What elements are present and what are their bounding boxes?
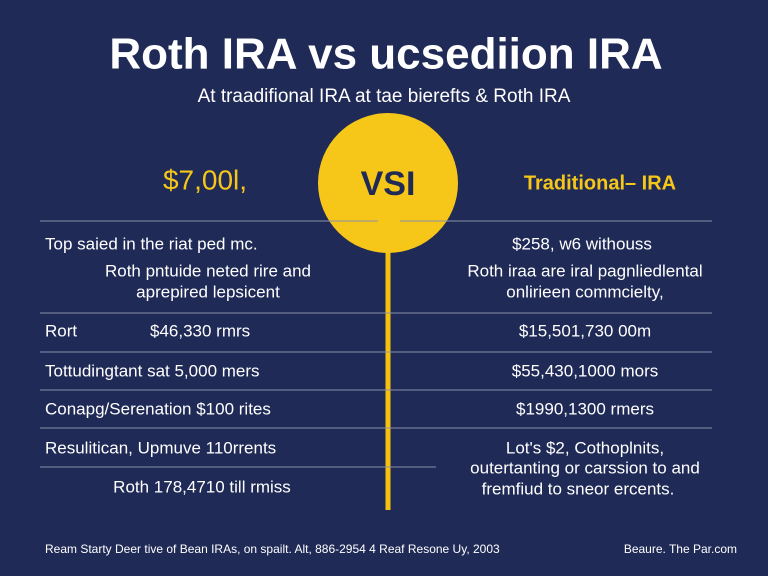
footer-credit: Beaure. The Par.com (624, 542, 737, 556)
subtitle: At traadifional IRA at tae bierefts & Ro… (198, 86, 571, 107)
row-text: aprepired lepsicent (136, 282, 280, 301)
row-text: Resulitican, Upmuve 110rrents (45, 438, 276, 457)
row-text: $1990,1300 rmers (516, 399, 654, 418)
footer-note: Ream Starty Deer tive of Bean IRAs, on s… (45, 542, 500, 556)
row-text: Rort (45, 321, 77, 340)
row-text: Top saied in the riat ped mc. (45, 234, 258, 253)
right-heading: Traditional– IRA (524, 172, 676, 194)
title: Roth IRA vs ucsediion IRA (109, 30, 662, 79)
row-text: Roth 178,4710 till rmiss (113, 477, 291, 496)
row-text: $46,330 rmrs (150, 321, 250, 340)
row-text: Tottudingtant sat 5,000 mers (45, 361, 260, 380)
row-text: Roth iraa are iral pagnliedlental (467, 261, 702, 280)
left-heading: $7,00l, (163, 164, 247, 195)
row-text: Roth pntuide neted rire and (105, 261, 311, 280)
row-text: outertanting or carssion to and (470, 458, 700, 477)
row-text: $55,430,1000 mors (512, 361, 659, 380)
vs-circle (318, 113, 458, 253)
row-text: $258, w6 withouss (512, 234, 652, 253)
row-text: onlirieen commcielty, (506, 282, 663, 301)
row-text: Lot's $2, Cothoplnits, (506, 438, 664, 457)
row-text: Conapg/Serenation $100 rites (45, 399, 271, 418)
vs-label: VSI (361, 165, 416, 203)
row-text: fremfiud to sneor ercents. (482, 479, 675, 498)
row-text: $15,501,730 00m (519, 321, 651, 340)
